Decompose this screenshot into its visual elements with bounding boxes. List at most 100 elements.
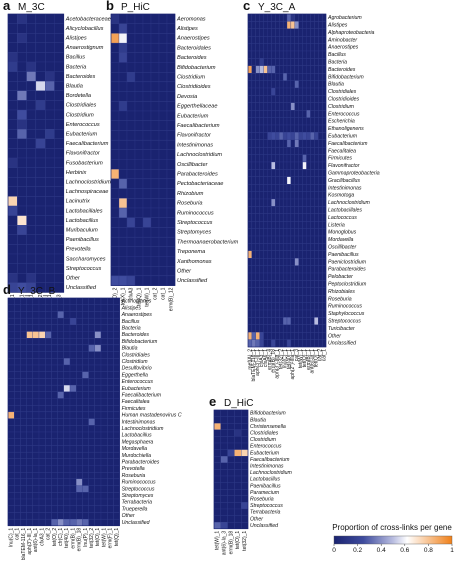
heatmap-cell xyxy=(57,498,64,506)
heatmap-cell xyxy=(290,302,295,311)
heatmap-cell xyxy=(318,80,323,89)
heatmap-cell xyxy=(126,236,136,247)
column-label: cat_3 xyxy=(294,349,300,361)
colorbar-tick-label: 0.2 xyxy=(353,547,362,554)
heatmap-cell xyxy=(227,489,235,496)
heatmap-cell xyxy=(26,411,33,419)
heatmap-cell xyxy=(142,256,152,267)
heatmap-cell xyxy=(314,124,319,133)
heatmap-cell xyxy=(76,364,83,372)
panel-title: Y_3C_A xyxy=(258,2,296,13)
row-label: Parabacteroides xyxy=(328,267,366,273)
heatmap-cell xyxy=(275,213,280,222)
heatmap-cell xyxy=(321,50,327,59)
heatmap-cell xyxy=(100,451,108,459)
heatmap-cell xyxy=(82,344,89,352)
heatmap-cell xyxy=(279,124,284,133)
heatmap-cell xyxy=(7,253,18,264)
heatmap-cell xyxy=(259,332,264,340)
heatmap-cell xyxy=(294,147,299,155)
heatmap-cell xyxy=(45,61,55,72)
heatmap-cell xyxy=(88,512,95,520)
heatmap-cell xyxy=(113,351,120,359)
heatmap-cell xyxy=(113,338,120,346)
heatmap-cell xyxy=(45,13,55,24)
heatmap-cell xyxy=(321,13,327,22)
heatmap-cell xyxy=(38,431,46,439)
heatmap-cell xyxy=(321,339,327,348)
heatmap-cell xyxy=(69,492,77,500)
heatmap-cell xyxy=(35,13,46,24)
heatmap-cell xyxy=(306,139,311,148)
row-label: Firmicutes xyxy=(328,156,352,162)
heatmap-cell xyxy=(32,498,40,506)
heatmap-cell xyxy=(294,324,299,333)
heatmap-cell xyxy=(17,90,27,101)
heatmap-cell xyxy=(318,272,323,281)
heatmap-cell xyxy=(57,505,64,513)
heatmap-cell xyxy=(259,65,264,74)
heatmap-cell xyxy=(94,445,102,453)
heatmap-cell xyxy=(255,213,260,222)
heatmap-cell xyxy=(267,43,272,52)
column-label: tet(Q)_1 xyxy=(114,528,120,547)
heatmap-cell xyxy=(166,198,176,209)
heatmap-cell xyxy=(51,317,58,325)
heatmap-cell xyxy=(298,80,303,89)
heatmap-cell xyxy=(263,147,268,155)
heatmap-cell xyxy=(134,188,144,199)
heatmap-cell xyxy=(251,317,256,325)
heatmap-cell xyxy=(126,91,136,102)
heatmap-cell xyxy=(54,205,64,216)
heatmap-cell xyxy=(76,465,83,473)
heatmap-cell xyxy=(32,317,40,325)
heatmap-cell xyxy=(45,52,55,63)
heatmap-cell xyxy=(20,358,27,366)
heatmap-cell xyxy=(20,425,27,433)
heatmap-cell xyxy=(51,418,58,426)
row-label: Anaerostipes xyxy=(121,312,153,318)
heatmap-cell xyxy=(26,391,33,399)
heatmap-cell xyxy=(213,423,221,430)
row-label: Muribaculum xyxy=(66,227,98,233)
heatmap-cell xyxy=(259,272,264,281)
heatmap-cell xyxy=(302,117,307,126)
heatmap-cell xyxy=(20,331,27,339)
heatmap-cell xyxy=(241,436,249,444)
heatmap-cell xyxy=(275,169,280,177)
row-label: Bacillus xyxy=(328,52,346,58)
heatmap-cell xyxy=(275,272,280,281)
heatmap-cell xyxy=(7,465,15,473)
column-label: ant(6)-Ia_1 xyxy=(33,528,39,553)
heatmap-cell xyxy=(247,147,253,155)
heatmap-cell xyxy=(263,317,268,325)
heatmap-cell xyxy=(94,478,102,486)
heatmap-cell xyxy=(69,304,77,312)
heatmap-cell xyxy=(20,512,27,520)
heatmap-cell xyxy=(306,161,311,170)
heatmap-cell xyxy=(14,512,21,520)
heatmap-cell xyxy=(134,227,144,238)
heatmap-cell xyxy=(310,243,315,251)
heatmap-cell xyxy=(263,250,268,259)
heatmap-cell xyxy=(306,169,311,177)
heatmap-cell xyxy=(57,324,64,332)
row-label: Clostridiales xyxy=(250,430,279,436)
heatmap-cell xyxy=(290,139,295,148)
heatmap-cell xyxy=(113,411,120,419)
heatmap-cell xyxy=(54,42,64,53)
heatmap-cell xyxy=(259,191,264,200)
row-label: Intestinimonas xyxy=(177,142,213,148)
heatmap-cell xyxy=(290,58,295,66)
heatmap-cell xyxy=(35,100,46,111)
heatmap-cell xyxy=(76,451,83,459)
heatmap-cell xyxy=(251,258,256,266)
heatmap-cell xyxy=(51,371,58,379)
heatmap-cell xyxy=(251,21,256,29)
heatmap-cell xyxy=(38,458,46,466)
heatmap-cell xyxy=(259,302,264,311)
row-label: Clostridiales xyxy=(66,103,97,109)
row-label: Paramecium xyxy=(250,490,280,496)
heatmap-cell xyxy=(275,102,280,111)
heatmap-cell xyxy=(302,191,307,200)
